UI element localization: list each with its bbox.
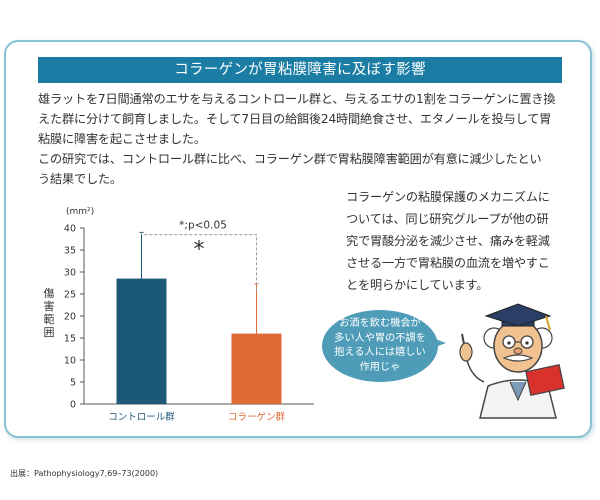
bubble-line: 多い人や胃の不調を [334, 332, 426, 344]
section-title: コラーゲンが胃粘膜障害に及ぼす影響 [38, 57, 562, 83]
intro-line: 雄ラットを7日間通常のエサを与えるコントロール群と、与えるエサの1割をコラーゲン… [38, 92, 556, 106]
y-tick-label: 25 [64, 290, 76, 301]
bubble-line: 抱える人には嬉しい [334, 347, 426, 358]
bar [231, 333, 282, 404]
side-note-line: 究で胃酸分泌を減少させ、痛みを軽減 [346, 234, 550, 248]
side-note-line: とを明らかにしています。 [346, 278, 489, 292]
source-citation: 出展：Pathophysiology7,69–73(2000) [10, 469, 159, 478]
intro-line: う結果でした。 [38, 172, 122, 186]
intro-text: 雄ラットを7日間通常のエサを与えるコントロール群と、与えるエサの1割をコラーゲン… [38, 89, 574, 189]
bar [116, 278, 167, 404]
y-axis-title-char: 傷 [44, 286, 55, 300]
x-tick-label: コントロール群 [108, 411, 175, 423]
side-note-line: コラーゲンの粘膜保護のメカニズムに [346, 190, 550, 204]
speech-bubble-tail [430, 337, 446, 349]
y-tick-label: 5 [70, 378, 76, 389]
intro-line: この研究では、コントロール群に比べ、コラーゲン群で胃粘膜障害範囲が有意に減少した… [38, 152, 542, 166]
y-tick-label: 35 [64, 246, 76, 257]
significance-marker: * [194, 238, 205, 263]
y-tick-label: 15 [64, 334, 76, 345]
y-tick-label: 30 [64, 268, 76, 279]
scientist-mascot-icon [459, 303, 565, 419]
y-tick-label: 40 [64, 224, 76, 235]
side-note-line: させる一方で胃粘膜の血流を増やすこ [346, 256, 550, 270]
y-tick-label: 0 [70, 400, 76, 411]
side-note: コラーゲンの粘膜保護のメカニズムに ついては、同じ研究グループが他の研 究で胃酸… [346, 186, 572, 296]
y-axis-title-char: 囲 [44, 326, 55, 339]
intro-line: 粘膜に障害を起こさせました。 [38, 132, 206, 146]
y-tick-label: 10 [64, 356, 76, 367]
significance-label: *;p<0.05 [179, 220, 227, 232]
content-card [4, 40, 592, 438]
y-unit-label: (mm²) [66, 207, 94, 217]
speech-bubble: お酒を飲む機会が 多い人や胃の不調を 抱える人には嬉しい 作用じゃ [322, 310, 438, 382]
intro-line: えた群に分けて飼育しました。そして7日目の給餌後24時間絶食させ、エタノールを投… [38, 112, 552, 126]
bubble-line: 作用じゃ [359, 361, 401, 373]
y-tick-label: 20 [64, 312, 76, 323]
y-axis-title-char: 範 [44, 312, 55, 326]
bubble-line: お酒を飲む機会が [339, 318, 421, 329]
bar-chart: (mm²) 傷 害 範 囲 0 5 10 15 20 25 30 35 40 *;p<0.05 *… [44, 207, 314, 423]
side-note-line: ついては、同じ研究グループが他の研 [346, 212, 549, 226]
x-tick-label: コラーゲン群 [228, 411, 286, 423]
y-axis-title-char: 害 [44, 299, 55, 313]
significance-bracket [141, 232, 257, 292]
y-axis-title: 傷 害 範 囲 [44, 286, 55, 339]
